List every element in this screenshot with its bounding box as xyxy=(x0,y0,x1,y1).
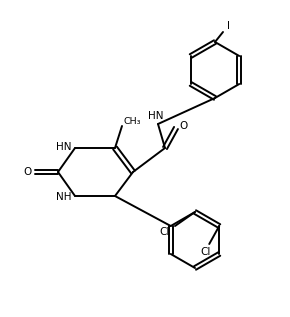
Text: HN: HN xyxy=(56,142,72,152)
Text: O: O xyxy=(180,121,188,131)
Text: CH₃: CH₃ xyxy=(124,117,142,126)
Text: Cl: Cl xyxy=(200,247,211,257)
Text: Cl: Cl xyxy=(160,227,170,237)
Text: O: O xyxy=(24,167,32,177)
Text: HN: HN xyxy=(148,111,164,121)
Text: I: I xyxy=(227,21,231,31)
Text: NH: NH xyxy=(56,192,72,202)
